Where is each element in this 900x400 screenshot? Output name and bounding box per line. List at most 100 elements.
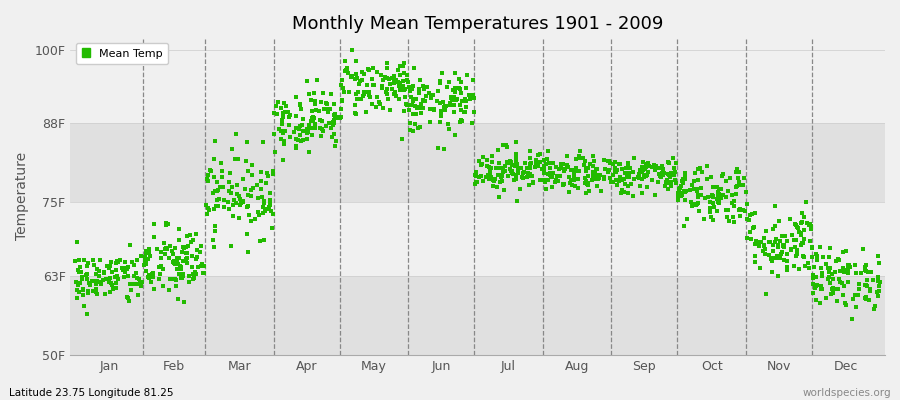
Point xyxy=(663,170,678,176)
Point xyxy=(541,177,555,183)
Point xyxy=(856,245,870,252)
Point xyxy=(90,291,104,297)
Point xyxy=(624,180,638,187)
Point xyxy=(446,94,461,100)
Point xyxy=(374,83,389,89)
Point xyxy=(215,184,230,191)
Point xyxy=(207,206,221,212)
Point xyxy=(292,122,307,129)
Point xyxy=(727,203,742,210)
Point xyxy=(691,176,706,183)
Point xyxy=(420,84,435,90)
Point xyxy=(395,136,410,143)
Point xyxy=(360,82,374,89)
Point xyxy=(334,114,348,120)
Point xyxy=(758,250,772,257)
Point xyxy=(320,109,335,116)
Point xyxy=(417,86,431,92)
Point xyxy=(859,296,873,302)
Point xyxy=(557,168,572,174)
Point xyxy=(713,195,727,202)
Point xyxy=(170,296,184,302)
Point xyxy=(780,267,795,274)
Point xyxy=(494,172,508,178)
Point xyxy=(357,71,372,77)
Point xyxy=(813,300,827,306)
Point xyxy=(212,196,227,202)
Point xyxy=(305,107,320,114)
Point xyxy=(788,252,803,259)
Point xyxy=(653,174,668,180)
Point xyxy=(598,166,612,172)
Point xyxy=(803,220,817,227)
Point xyxy=(375,105,390,112)
Point xyxy=(851,280,866,287)
Point xyxy=(838,267,852,273)
Point xyxy=(572,168,587,174)
Point xyxy=(694,184,708,191)
Point xyxy=(608,165,623,172)
Point xyxy=(112,258,126,265)
Point xyxy=(93,257,107,263)
Point xyxy=(612,160,626,167)
Point xyxy=(364,100,379,107)
Point xyxy=(809,251,824,257)
Point xyxy=(253,169,267,176)
Point xyxy=(445,97,459,103)
Point xyxy=(118,269,132,275)
Point xyxy=(227,197,241,203)
Point xyxy=(712,190,726,197)
Point xyxy=(860,268,874,274)
Point xyxy=(87,262,102,268)
Point xyxy=(794,230,808,236)
Point xyxy=(302,148,316,155)
Point xyxy=(159,245,174,252)
Point xyxy=(850,304,864,310)
Point xyxy=(690,194,705,200)
Point xyxy=(792,265,806,272)
Point xyxy=(413,76,428,83)
Point xyxy=(615,187,629,194)
Point xyxy=(859,282,873,288)
Point xyxy=(806,281,821,288)
Point xyxy=(256,200,271,206)
Point xyxy=(580,182,595,188)
Point xyxy=(309,107,323,114)
Point xyxy=(678,197,692,203)
Point xyxy=(421,90,436,96)
Point xyxy=(443,100,457,106)
Point xyxy=(607,161,621,168)
Point xyxy=(472,174,486,180)
Point xyxy=(639,172,653,179)
Point xyxy=(685,182,699,188)
Point xyxy=(251,212,266,218)
Point xyxy=(431,88,446,94)
Point xyxy=(395,78,410,84)
Point xyxy=(806,275,821,282)
Point xyxy=(349,74,364,81)
Point xyxy=(304,115,319,121)
Point xyxy=(734,182,749,188)
Point xyxy=(429,97,444,104)
Point xyxy=(418,93,433,100)
Point xyxy=(241,203,256,209)
Point xyxy=(197,269,211,276)
Point xyxy=(246,185,260,191)
Point xyxy=(139,268,153,274)
Point xyxy=(481,172,495,178)
Point xyxy=(687,186,701,192)
Point xyxy=(251,195,266,202)
Point xyxy=(634,175,649,182)
Point xyxy=(636,167,651,173)
Point xyxy=(724,175,738,181)
Point xyxy=(260,170,274,176)
Point xyxy=(207,244,221,250)
Point xyxy=(716,192,731,198)
Point xyxy=(416,83,430,90)
Point xyxy=(142,272,157,278)
Point xyxy=(329,138,344,144)
Point xyxy=(762,238,777,245)
Point xyxy=(506,170,520,177)
Point xyxy=(816,254,831,260)
Point xyxy=(392,72,407,78)
